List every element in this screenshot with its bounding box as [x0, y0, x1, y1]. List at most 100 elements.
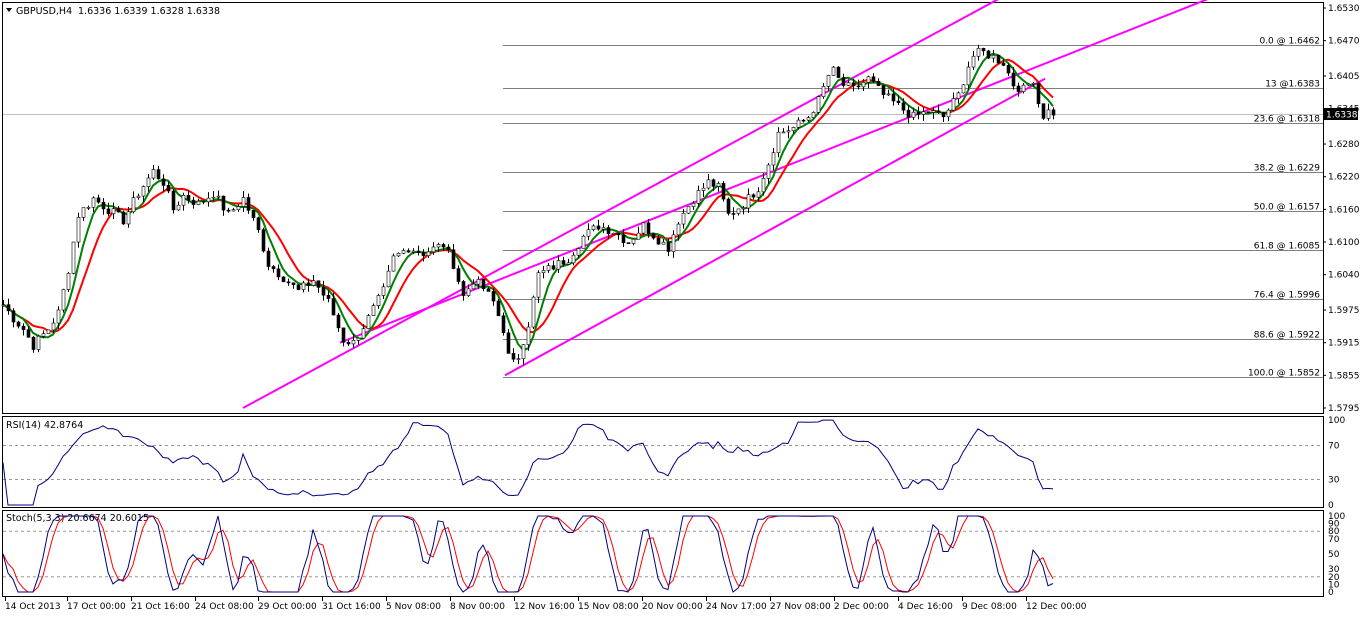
price-bar-body: [291, 282, 296, 285]
time-tick-label: 24 Nov 17:00: [706, 602, 767, 612]
price-bar-body: [886, 93, 891, 96]
time-tick-label: 27 Nov 08:00: [770, 602, 831, 612]
price-bar-body: [286, 281, 291, 284]
stoch-tick-label: 70: [1328, 535, 1340, 545]
trend-channel: [242, 0, 1209, 409]
price-bar-body: [191, 199, 196, 205]
price-bar-body: [86, 206, 91, 209]
price-bar-body: [1026, 83, 1031, 86]
time-tick-label: 8 Nov 00:00: [450, 602, 505, 612]
time-tick-label: 12 Dec 00:00: [1026, 602, 1087, 612]
price-bar-body: [126, 211, 131, 225]
price-bar-body: [1046, 109, 1051, 119]
rsi-panel-frame: [2, 416, 1324, 508]
price-bar-body: [456, 268, 461, 282]
price-bar-body: [491, 291, 496, 302]
price-bar-body: [881, 85, 886, 95]
price-bar-body: [716, 183, 721, 187]
fib-label: 100.0 @ 1.5852: [1248, 369, 1320, 379]
price-bar-body: [471, 283, 476, 290]
price-bar-body: [806, 117, 811, 121]
price-bar-body: [36, 335, 41, 350]
price-bar-body: [461, 281, 466, 296]
price-bar-body: [371, 305, 376, 316]
time-tick-label: 2 Dec 00:00: [834, 602, 889, 612]
price-bar-body: [231, 209, 236, 212]
price-bar-body: [876, 81, 881, 86]
rsi-tick-label: 100: [1328, 416, 1345, 426]
price-bar-body: [646, 222, 651, 235]
price-bar-body: [1051, 109, 1056, 116]
price-bar-body: [11, 310, 16, 323]
price-tick-label: 1.6405: [1328, 72, 1360, 82]
rsi-tick-label: 70: [1328, 442, 1340, 452]
price-bar-body: [341, 327, 346, 343]
price-bar-body: [376, 295, 381, 306]
price-bar-body: [236, 206, 241, 210]
dropdown-arrow-icon[interactable]: [6, 8, 12, 12]
price-bar-body: [111, 208, 116, 215]
price-bar-body: [771, 152, 776, 166]
rsi-tick-label: 30: [1328, 476, 1340, 486]
time-tick-label: 24 Oct 08:00: [195, 602, 254, 612]
stoch-tick-label: 10: [1328, 580, 1340, 590]
price-bar-body: [1016, 85, 1021, 92]
stoch-tick-label: 50: [1328, 550, 1340, 560]
price-tick-label: 1.6280: [1328, 140, 1360, 150]
price-bar-body: [601, 227, 606, 230]
price-bar-body: [1041, 103, 1046, 119]
price-bar-body: [221, 195, 226, 211]
stoch-tick-label: 20: [1328, 573, 1340, 583]
price-bar-body: [666, 241, 671, 252]
price-bar-body: [581, 235, 586, 249]
price-bar-body: [216, 195, 221, 198]
price-bar-body: [276, 268, 281, 278]
time-tick-label: 5 Nov 08:00: [386, 602, 441, 612]
price-bar-body: [96, 197, 101, 203]
stoch-tick-label: 0: [1328, 588, 1334, 598]
channel-line: [242, 0, 999, 409]
price-bar-body: [146, 177, 151, 187]
price-bar-body: [796, 119, 801, 128]
chart-header: GBPUSD,H4 1.6336 1.6339 1.6328 1.6338: [6, 6, 220, 17]
time-tick-label: 4 Dec 16:00: [898, 602, 953, 612]
price-bar-body: [996, 54, 1001, 64]
price-bar-body: [116, 208, 121, 213]
price-bar-body: [516, 358, 521, 360]
time-tick-label: 14 Oct 2013: [5, 602, 61, 612]
stoch-signal-line: [2, 515, 1054, 593]
stoch-tick-label: 30: [1328, 565, 1340, 575]
price-bar-body: [251, 210, 256, 219]
price-bar-body: [751, 194, 756, 198]
price-bar-body: [896, 100, 901, 104]
price-tick-label: 1.6530: [1328, 4, 1360, 14]
price-bar-body: [526, 326, 531, 345]
price-bar-body: [366, 315, 371, 329]
price-bar-body: [826, 75, 831, 87]
price-bar-body: [816, 96, 821, 113]
price-bar-body: [786, 130, 791, 133]
price-bar-body: [391, 255, 396, 272]
price-bar-body: [396, 253, 401, 257]
price-bar-body: [131, 197, 136, 213]
fib-label: 23.6 @ 1.6318: [1254, 115, 1321, 125]
price-bar-body: [536, 272, 541, 298]
price-bar-body: [101, 201, 106, 210]
time-tick-label: 21 Oct 16:00: [131, 602, 190, 612]
price-bar-body: [241, 197, 246, 207]
price-bar-body: [511, 353, 516, 360]
price-bar-body: [846, 82, 851, 86]
price-bar-body: [556, 260, 561, 270]
price-bar-body: [506, 332, 511, 354]
price-bar-body: [661, 241, 666, 245]
price-bar-body: [676, 223, 681, 236]
stochastic-indicator: Stoch(5,3,3) 20.6674 20.6015 10090807050…: [2, 512, 1345, 598]
channel-line: [504, 77, 1046, 377]
price-bar-body: [566, 262, 571, 265]
price-bar-body: [841, 77, 846, 86]
price-bar-body: [576, 248, 581, 256]
ma-slow-line: [2, 58, 1054, 334]
price-bar-body: [776, 131, 781, 154]
fib-label: 0.0 @ 1.6462: [1259, 37, 1320, 47]
